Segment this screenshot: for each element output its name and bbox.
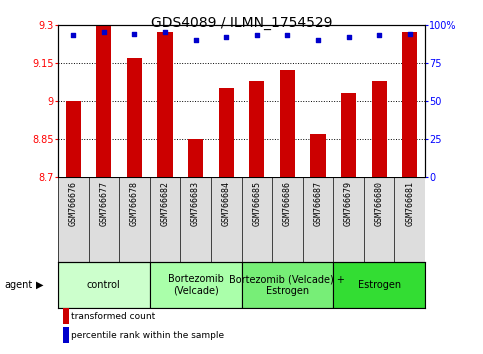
Text: GSM766678: GSM766678	[130, 181, 139, 226]
Text: GSM766687: GSM766687	[313, 181, 323, 226]
Text: ▶: ▶	[36, 280, 44, 290]
Bar	[402, 33, 417, 177]
Point	[375, 33, 383, 38]
Text: GSM766682: GSM766682	[160, 181, 170, 226]
Bar	[280, 70, 295, 177]
Point	[284, 33, 291, 38]
Point	[253, 33, 261, 38]
Bar	[96, 25, 112, 177]
Bar	[242, 262, 333, 308]
Bar	[66, 101, 81, 177]
Text: GSM766680: GSM766680	[375, 181, 384, 226]
Bar	[150, 262, 242, 308]
Bar	[249, 81, 265, 177]
Text: GSM766681: GSM766681	[405, 181, 414, 226]
Text: GSM766677: GSM766677	[99, 181, 108, 226]
Text: Estrogen: Estrogen	[357, 280, 401, 290]
Text: GSM766685: GSM766685	[252, 181, 261, 226]
Point	[192, 37, 199, 43]
Text: control: control	[87, 280, 121, 290]
Text: GSM766686: GSM766686	[283, 181, 292, 226]
Bar	[63, 308, 69, 324]
Bar	[311, 134, 326, 177]
Text: Bortezomib
(Velcade): Bortezomib (Velcade)	[168, 274, 224, 296]
Bar	[371, 81, 387, 177]
Text: percentile rank within the sample: percentile rank within the sample	[71, 331, 225, 340]
Bar	[341, 93, 356, 177]
Point	[222, 34, 230, 40]
Text: transformed count: transformed count	[71, 312, 156, 321]
Point	[100, 29, 108, 35]
Text: GSM766684: GSM766684	[222, 181, 231, 226]
Point	[70, 33, 77, 38]
Text: GSM766683: GSM766683	[191, 181, 200, 226]
Point	[406, 31, 413, 37]
Point	[345, 34, 353, 40]
Point	[314, 37, 322, 43]
Text: GDS4089 / ILMN_1754529: GDS4089 / ILMN_1754529	[151, 16, 332, 30]
Bar	[219, 88, 234, 177]
Point	[161, 29, 169, 35]
Bar	[188, 139, 203, 177]
Text: GSM766676: GSM766676	[69, 181, 78, 226]
Bar	[63, 327, 69, 343]
Text: agent: agent	[5, 280, 33, 290]
Text: Bortezomib (Velcade) +
Estrogen: Bortezomib (Velcade) + Estrogen	[229, 274, 345, 296]
Bar	[127, 58, 142, 177]
Bar	[157, 33, 173, 177]
Bar	[333, 262, 425, 308]
Text: GSM766679: GSM766679	[344, 181, 353, 226]
Point	[130, 31, 138, 37]
Bar	[58, 262, 150, 308]
